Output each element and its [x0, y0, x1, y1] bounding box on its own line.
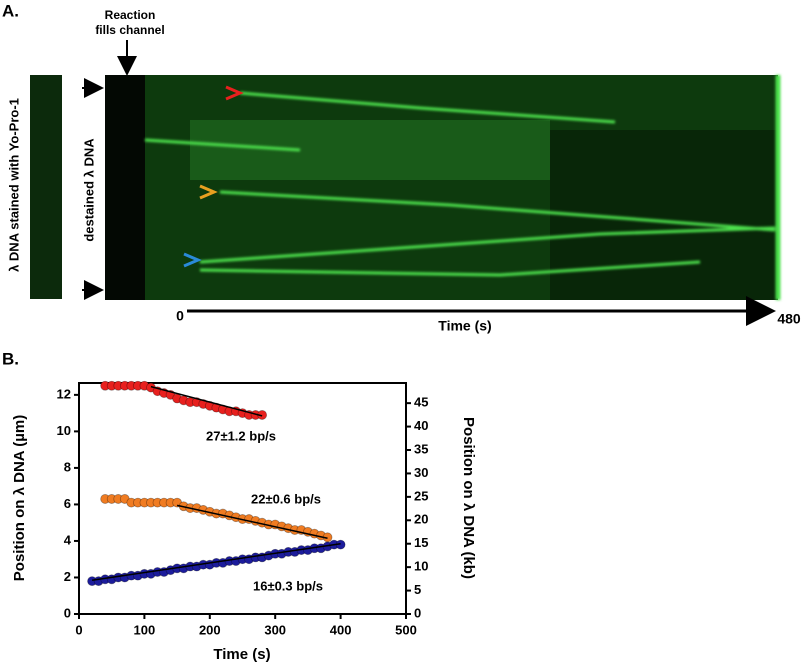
- fit-line: [176, 504, 328, 539]
- x-tick-label: 0: [75, 622, 82, 637]
- annotation: Reaction: [105, 8, 156, 22]
- y2-tick-label: 30: [414, 465, 428, 480]
- time-label: Time (s): [438, 318, 491, 334]
- fit-line: [91, 542, 341, 581]
- y2-tick-label: 25: [414, 488, 428, 503]
- y2-axis-label: Position on λ DNA (kb): [460, 417, 477, 579]
- time-start: 0: [176, 308, 184, 324]
- rate-annotation: 27±1.2 bp/s: [206, 428, 276, 443]
- y2-tick-label: 0: [414, 605, 421, 620]
- y2-tick-label: 5: [414, 582, 421, 597]
- kymograph-tracks: [144, 75, 781, 300]
- plot-frame: [78, 382, 407, 615]
- y2-tick-label: 35: [414, 441, 428, 456]
- kymo-label: destained λ DNA: [81, 138, 96, 242]
- panel-label: B.: [2, 349, 19, 368]
- y-tick-label: 4: [64, 532, 72, 547]
- y-tick-label: 0: [64, 605, 71, 620]
- y-tick-label: 8: [64, 459, 71, 474]
- panel-b: B. Time (s) Position on λ DNA (µm) Posit…: [2, 349, 477, 662]
- x-tick-label: 300: [264, 622, 286, 637]
- fit-line: [150, 385, 263, 417]
- y2-tick-label: 20: [414, 512, 428, 527]
- y-axis-label: Position on λ DNA (µm): [11, 415, 28, 581]
- y-tick-label: 12: [57, 386, 71, 401]
- x-tick-label: 500: [395, 622, 417, 637]
- annotation: fills channel: [95, 23, 164, 37]
- marker-arrow: [225, 85, 244, 101]
- x-tick-label: 100: [134, 622, 156, 637]
- kymograph-dark: [105, 75, 145, 300]
- rate-annotation: 16±0.3 bp/s: [253, 578, 323, 593]
- panel-label: A.: [2, 1, 19, 20]
- x-tick-label: 400: [330, 622, 352, 637]
- y2-tick-label: 45: [414, 395, 428, 410]
- y-tick-label: 10: [57, 423, 71, 438]
- y2-tick-label: 15: [414, 535, 428, 550]
- time-end: 480: [777, 311, 801, 327]
- x-tick-label: 200: [199, 622, 221, 637]
- kymograph-band: [190, 120, 550, 180]
- marker-arrow: [199, 184, 218, 200]
- y-tick-label: 2: [64, 569, 71, 584]
- y2-tick-label: 40: [414, 418, 428, 433]
- panel-a: A. Reaction fills channel λ DNA stained …: [2, 1, 801, 333]
- strip-label: λ DNA stained with Yo-Pro-1: [6, 98, 21, 272]
- y-tick-label: 6: [64, 496, 71, 511]
- x-axis-label: Time (s): [213, 646, 270, 663]
- marker-arrow: [183, 252, 202, 268]
- rate-annotation: 22±0.6 bp/s: [251, 491, 321, 506]
- y2-tick-label: 10: [414, 559, 428, 574]
